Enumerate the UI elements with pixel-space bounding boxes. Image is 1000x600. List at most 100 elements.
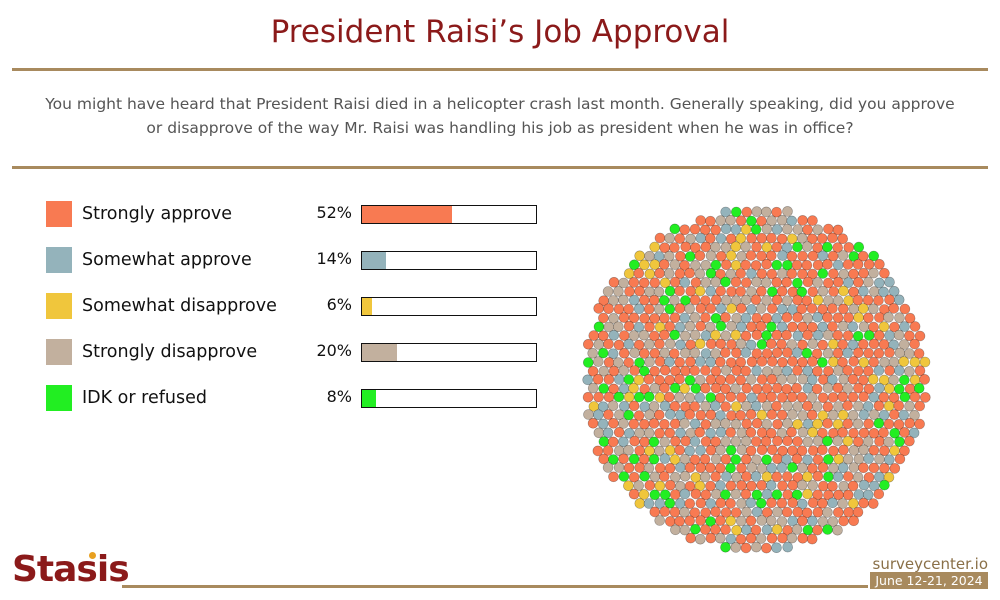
dot [761,206,772,218]
dot [735,268,746,279]
dot [852,277,864,288]
dot [883,436,894,448]
dot [806,303,818,314]
dot [806,409,818,421]
dot [725,374,736,385]
legend-swatch [46,339,72,365]
dot [603,303,614,314]
dot [873,330,885,341]
dot [684,267,695,279]
dot [598,365,610,377]
dot [715,480,726,491]
dot [884,383,895,394]
dot [740,259,751,271]
dot [807,480,818,491]
dot [751,206,763,217]
dot [822,418,833,429]
dot [623,268,635,279]
dot [659,453,671,464]
dot [847,339,859,351]
dot [746,304,757,315]
dot [756,444,768,456]
dot [858,391,869,402]
dot [684,392,696,404]
dot [710,259,722,271]
dot [868,250,880,262]
dot [587,366,599,377]
dot [847,321,859,332]
dot [628,294,640,306]
dot [740,241,751,253]
dot [776,286,788,297]
dot [725,515,736,527]
dot [710,524,721,535]
dot [827,321,838,332]
dot [674,285,685,297]
dot [715,462,726,474]
dot [679,524,691,536]
dot [689,418,701,430]
dot [812,470,824,482]
dot [852,382,864,394]
dot [777,532,788,544]
dot [700,524,711,535]
dot [735,533,747,545]
dot [740,453,752,465]
dot [817,285,829,297]
dot [832,242,844,253]
dot [761,418,773,430]
dot [679,470,691,482]
dot [862,401,874,412]
dot [654,427,665,439]
dot [771,224,783,235]
dot [909,338,920,350]
dot [812,418,823,430]
dot [710,506,721,518]
dot [597,347,609,359]
dot [852,400,864,412]
dot [607,454,619,465]
dot [654,498,666,509]
dot [761,295,772,306]
dot [715,320,727,332]
dot [736,392,747,403]
dot [628,471,640,483]
dot [751,329,763,341]
dot [817,427,828,439]
dot [837,233,849,245]
dot [745,497,757,509]
dot [771,489,783,500]
dot [771,347,783,358]
dot [730,542,742,553]
dot [669,242,680,253]
dot [746,268,757,279]
dot [832,524,843,536]
dot [746,374,757,385]
dot [807,427,818,438]
dot [634,250,645,262]
legend-label: Strongly approve [82,204,233,224]
dot [608,313,619,324]
dot [598,436,610,447]
dot [700,241,712,253]
dot [658,295,670,306]
dot [837,357,848,368]
dot [858,267,869,279]
dot [802,329,813,341]
dot [812,277,823,288]
dot [755,321,767,332]
dot [771,329,783,341]
dot [699,471,711,483]
dot [756,286,767,297]
dot [756,268,768,279]
dot [654,232,666,244]
dot [750,400,762,412]
dot [628,277,640,288]
dot [730,329,742,341]
dot [654,515,665,526]
dot [827,232,838,244]
dot [776,233,788,245]
dot [607,348,619,359]
dot [832,435,843,447]
dot [725,391,737,403]
